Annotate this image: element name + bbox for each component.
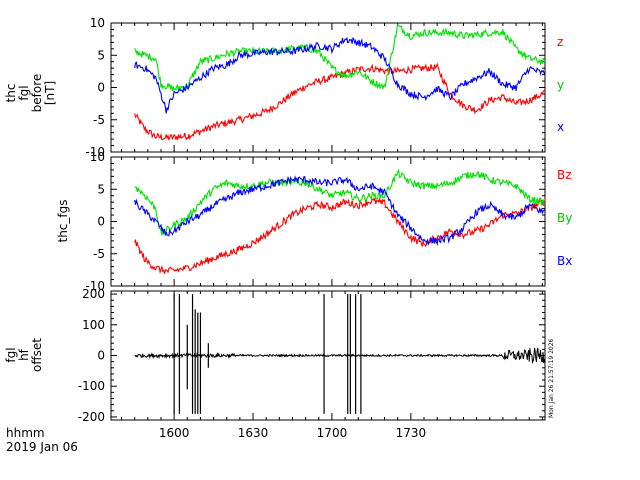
panel-3-ylabel-line-1: fgl bbox=[4, 347, 18, 362]
panel-fgl-hf-offset: 200 100 0 -100 -200 fgl hf offset Mon Jan 26… bbox=[4, 287, 555, 424]
panel-2-legend-bx: Bx bbox=[557, 254, 572, 268]
panel-1-ylabel-line-2: fgl bbox=[17, 85, 31, 100]
panel-fgl-before: 10 5 0 -5 -10 thc fgl before [nT] z y x bbox=[4, 16, 564, 159]
y-tick-label: -5 bbox=[93, 247, 105, 261]
x-tick-label: 1630 bbox=[238, 426, 269, 440]
y-tick-label: 0 bbox=[97, 81, 105, 95]
panel-1-legend-y: y bbox=[557, 78, 564, 92]
panel-2-legend-bz: Bz bbox=[557, 168, 572, 182]
footer-date: 2019 Jan 06 bbox=[6, 440, 78, 454]
y-tick-label: 200 bbox=[82, 287, 105, 301]
series-line-y bbox=[134, 23, 546, 93]
panel-3-ylabel-line-3: offset bbox=[30, 338, 44, 372]
series-line-bx bbox=[134, 175, 546, 247]
y-tick-label: 10 bbox=[90, 150, 105, 164]
x-tick-label: 1700 bbox=[317, 426, 348, 440]
panel-1-legend-z: z bbox=[557, 35, 563, 49]
panel-1-series bbox=[134, 23, 546, 142]
panel-3-series bbox=[134, 294, 546, 414]
y-tick-label: 10 bbox=[90, 16, 105, 30]
y-tick-label: -10 bbox=[85, 279, 105, 293]
panel-2-ticks: 10 5 0 -5 -10 bbox=[85, 150, 545, 293]
y-tick-label: -5 bbox=[93, 113, 105, 127]
x-tick-label: 1600 bbox=[159, 426, 190, 440]
panel-3-ticks: 200 100 0 -100 -200 bbox=[78, 287, 545, 424]
y-tick-label: 5 bbox=[97, 182, 105, 196]
x-tick-label: 1730 bbox=[396, 426, 427, 440]
offset-noise-line bbox=[134, 347, 546, 365]
panel-1-ylabel-line-3: before bbox=[30, 74, 44, 113]
y-tick-label: 0 bbox=[97, 215, 105, 229]
panel-2-legend-by: By bbox=[557, 211, 572, 225]
panel-1-ylabel-line-4: [nT] bbox=[43, 81, 57, 105]
panel-2-ylabel: thc_fgs bbox=[56, 199, 70, 242]
y-tick-label: 100 bbox=[82, 318, 105, 332]
y-tick-label: 0 bbox=[97, 349, 105, 363]
series-line-x bbox=[134, 36, 546, 114]
panel-fgs: 10 5 0 -5 -10 thc_fgs Bz By Bx bbox=[56, 150, 572, 293]
panel-1-legend-x: x bbox=[557, 120, 564, 134]
footer-time-format: hhmm bbox=[6, 426, 45, 440]
series-line-bz bbox=[134, 196, 546, 275]
y-tick-label: -100 bbox=[78, 379, 105, 393]
y-tick-label: -10 bbox=[85, 145, 105, 159]
y-tick-label: -200 bbox=[78, 410, 105, 424]
y-tick-label: 5 bbox=[97, 48, 105, 62]
x-axis-tick-labels: 1600 1630 1700 1730 bbox=[159, 426, 426, 440]
plot-timestamp: Mon Jan 26 21:57:19 2026 bbox=[548, 338, 555, 418]
panel-2-series bbox=[134, 168, 546, 275]
series-line-by bbox=[134, 168, 546, 236]
panel-3-ylabel-line-2: hf bbox=[17, 348, 31, 361]
panel-1-ticks: 10 5 0 -5 -10 bbox=[85, 16, 545, 159]
panel-1-ylabel-line-1: thc bbox=[4, 84, 18, 103]
